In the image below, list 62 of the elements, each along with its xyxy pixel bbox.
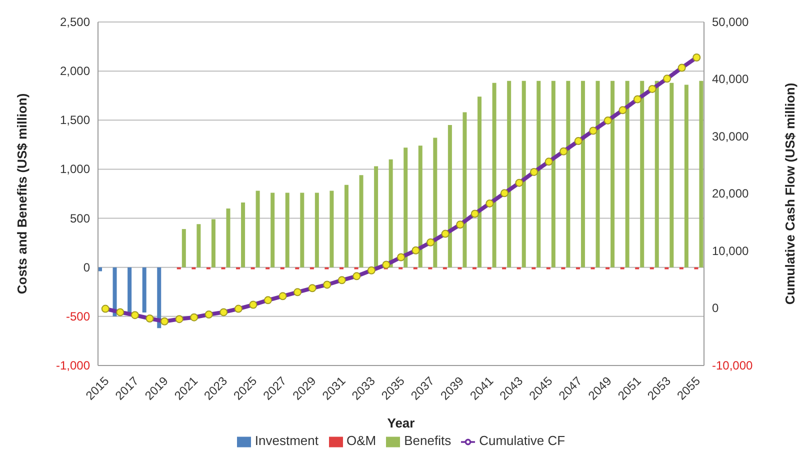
bar (314, 192, 319, 268)
bar (418, 146, 422, 268)
bar (684, 84, 688, 268)
bar (654, 80, 659, 268)
bar (670, 82, 674, 268)
legend-label: O&M (346, 433, 376, 448)
bar (625, 80, 630, 268)
bar (404, 148, 408, 268)
bar (610, 80, 615, 268)
bar (300, 192, 304, 268)
bar (507, 80, 512, 268)
bar (478, 96, 482, 268)
bar (128, 267, 132, 314)
bar (112, 267, 117, 316)
bar (211, 219, 216, 268)
bar (256, 190, 260, 268)
bar (492, 82, 496, 268)
bar (536, 80, 541, 268)
legend-label: Investment (254, 433, 318, 448)
bar (551, 80, 556, 268)
y2-tick-label: 0 (712, 301, 719, 316)
y2-tick-label: 30,000 (712, 129, 750, 144)
y2-tick-label: 40,000 (712, 72, 750, 86)
bar (374, 166, 378, 268)
bar (699, 80, 704, 268)
bar (270, 192, 275, 268)
bar (157, 267, 162, 328)
bar (196, 224, 201, 268)
bar (285, 192, 290, 268)
bar (433, 138, 438, 268)
y-tick-label: -1,000 (56, 358, 90, 372)
y-tick-label: 2,000 (60, 64, 90, 78)
bar (448, 125, 452, 268)
y2-tick-label: -10,000 (712, 358, 754, 372)
y2-tick-label: 50,000 (712, 15, 750, 29)
legend-label: Cumulative CF (479, 433, 566, 448)
y-tick-label: 2,500 (60, 15, 90, 29)
x-axis-title: Year (387, 415, 415, 430)
y2-tick-label: 10,000 (712, 244, 750, 258)
bar (226, 208, 230, 268)
bar (640, 80, 644, 268)
bar (522, 80, 526, 268)
y2-tick-label: 20,000 (712, 186, 750, 201)
legend-label: Benefits (404, 433, 452, 448)
bar (462, 112, 467, 268)
bar (182, 229, 186, 268)
bar (566, 80, 570, 268)
bar (344, 184, 348, 268)
bar (241, 202, 246, 268)
y-tick-label: 500 (70, 211, 90, 226)
bar (388, 159, 393, 268)
y-axis-title: Costs and Benefits (US$ million) (14, 93, 30, 294)
y-tick-label: 0 (83, 260, 90, 274)
y-tick-label: -500 (66, 309, 90, 324)
bar (359, 175, 364, 268)
y-tick-label: 1,500 (60, 113, 90, 128)
bar (142, 267, 146, 312)
y2-axis-title: Cumulative Cash Flow (US$ million) (782, 82, 798, 305)
y-tick-label: 1,000 (60, 162, 90, 176)
bar (330, 190, 334, 268)
bar (580, 80, 585, 268)
bar (596, 80, 600, 268)
